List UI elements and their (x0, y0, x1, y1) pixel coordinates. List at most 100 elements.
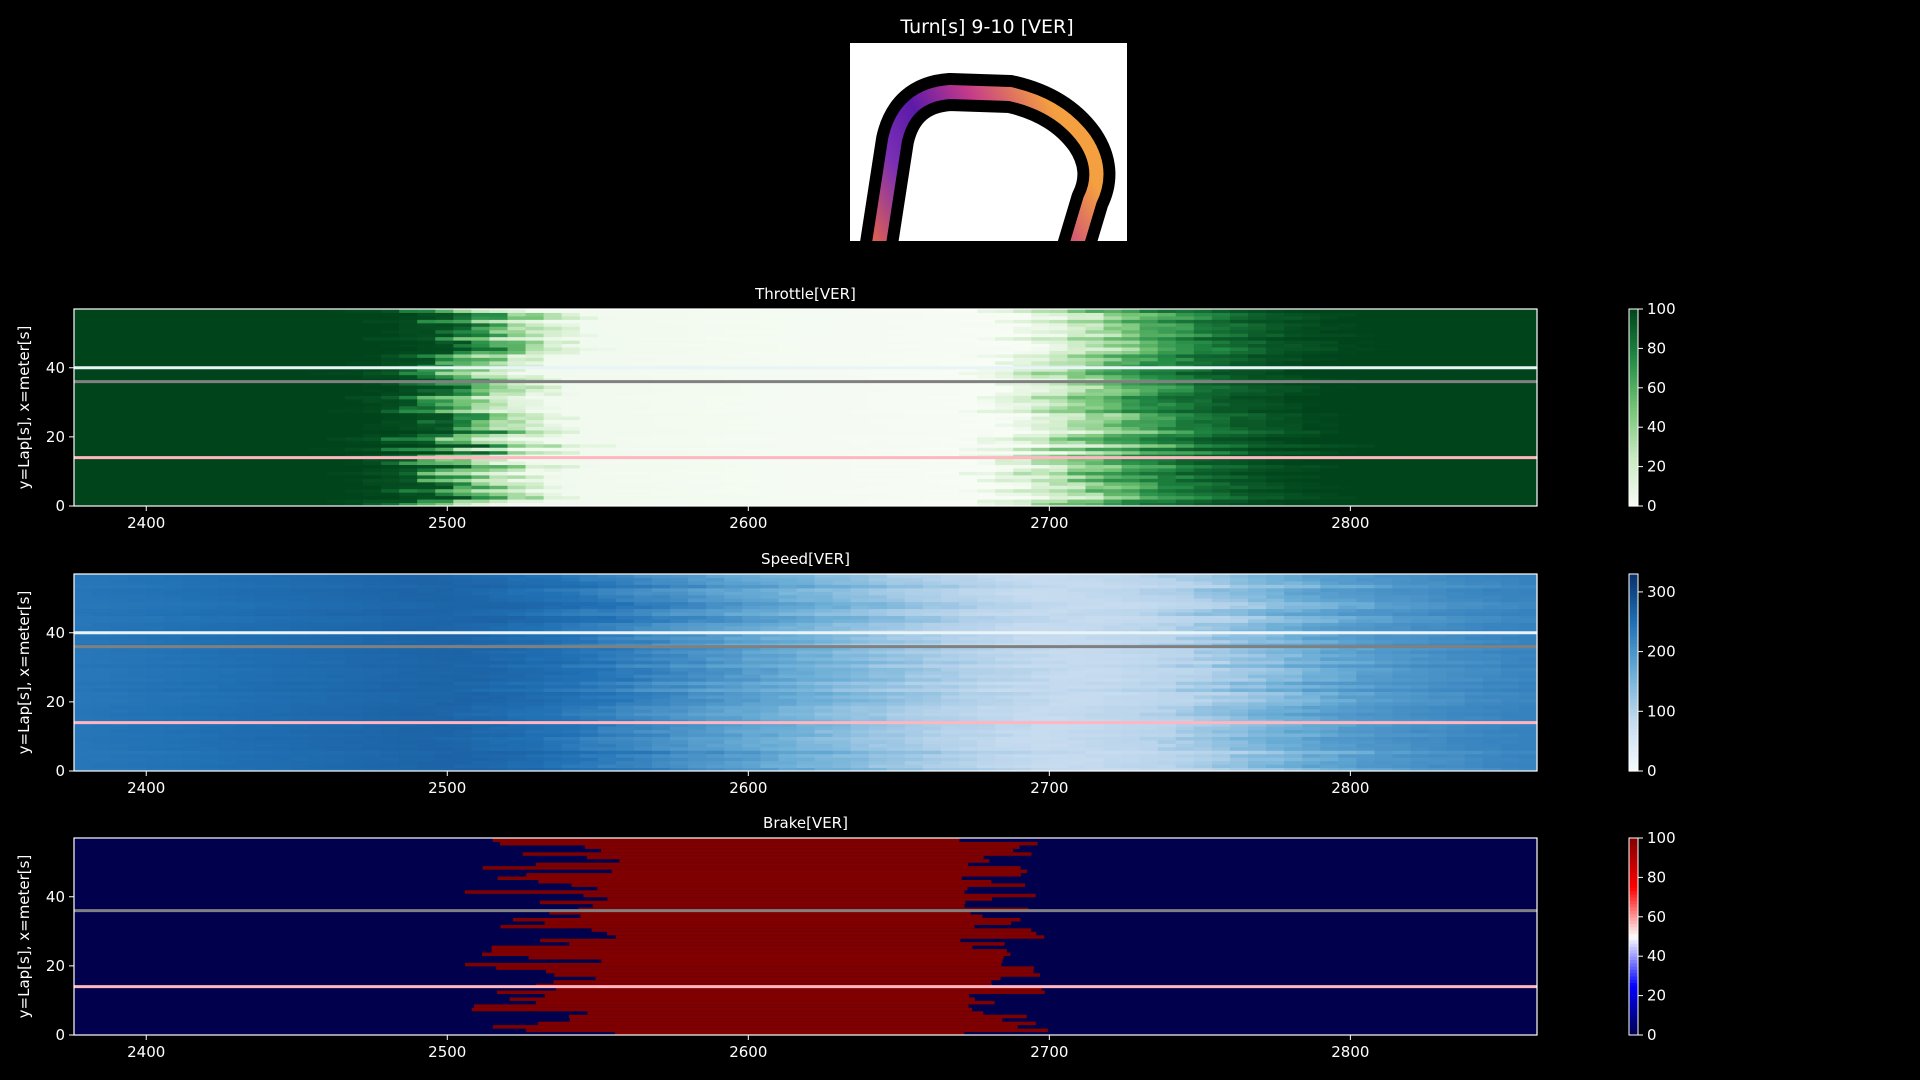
heatmap-cell (507, 443, 527, 448)
heatmap-cell (507, 457, 527, 462)
heatmap-cell (200, 395, 220, 400)
heatmap-cell (1482, 760, 1502, 765)
heatmap-cell (1482, 495, 1502, 500)
heatmap-cell (814, 391, 834, 396)
heatmap-cell (200, 426, 220, 431)
heatmap-cell (272, 757, 292, 762)
heatmap-cell (1103, 409, 1123, 414)
heatmap-cell (1446, 353, 1466, 358)
heatmap-cell (525, 385, 545, 389)
heatmap-cell (995, 499, 1014, 504)
heatmap-cell (74, 760, 93, 765)
heatmap-cell (1518, 492, 1538, 497)
heatmap-cell (1302, 481, 1321, 486)
heatmap-cell (92, 447, 111, 452)
heatmap-cell (1031, 405, 1050, 410)
heatmap-cell (1248, 436, 1267, 441)
heatmap-cell (796, 447, 816, 452)
heatmap-cell (182, 499, 202, 504)
heatmap-cell (1266, 474, 1285, 479)
heatmap-cell (1248, 450, 1267, 455)
heatmap-cell (1139, 326, 1159, 331)
heatmap-cell (236, 443, 256, 448)
heatmap-cell (995, 336, 1014, 341)
heatmap-cell (1103, 481, 1123, 486)
heatmap-cell (814, 488, 834, 493)
heatmap-cell (362, 405, 382, 410)
heatmap-cell (868, 388, 888, 393)
heatmap-cell (940, 478, 960, 483)
heatmap-cell (381, 450, 400, 455)
heatmap-cell (543, 450, 563, 455)
heatmap-cell (832, 492, 852, 497)
heatmap-cell (1446, 485, 1466, 490)
heatmap-cell (362, 447, 382, 452)
heatmap-cell (615, 474, 635, 479)
heatmap-cell (561, 495, 581, 500)
heatmap-cell (1446, 360, 1466, 365)
heatmap-cell (1013, 416, 1032, 421)
heatmap-cell (326, 419, 346, 424)
heatmap-cell (904, 492, 924, 497)
heatmap-cell (489, 319, 509, 324)
heatmap-cell (760, 350, 780, 355)
heatmap-cell (706, 381, 725, 386)
heatmap-cell (74, 343, 93, 348)
heatmap-cell (1175, 478, 1195, 483)
heatmap-cell (995, 322, 1014, 327)
heatmap-cell (959, 388, 978, 393)
heatmap-cell (381, 495, 400, 500)
heatmap-cell (218, 360, 238, 365)
heatmap-cell (146, 340, 165, 345)
heatmap-cell (254, 457, 274, 462)
heatmap-cell (796, 485, 816, 490)
heatmap-cell (344, 499, 364, 504)
heatmap-cell (471, 767, 491, 772)
heatmap-cell (453, 481, 472, 486)
heatmap-cell (326, 499, 346, 504)
heatmap-cell (543, 326, 563, 331)
heatmap-cell (1193, 467, 1213, 472)
heatmap-cell (164, 492, 183, 497)
heatmap-cell (688, 481, 707, 486)
heatmap-cell (543, 502, 563, 507)
heatmap-cell (1103, 419, 1123, 424)
heatmap-cell (92, 371, 111, 376)
heatmap-cell (1446, 478, 1466, 483)
heatmap-cell (308, 502, 328, 507)
heatmap-cell (868, 461, 888, 466)
heatmap-cell (796, 391, 816, 396)
heatmap-cell (110, 426, 129, 431)
heatmap-cell (507, 309, 527, 313)
heatmap-cell (236, 464, 256, 469)
heatmap-cell (1266, 381, 1285, 386)
heatmap-cell (778, 381, 798, 386)
heatmap-cell (272, 443, 292, 448)
heatmap-cell (670, 391, 689, 396)
heatmap-cell (344, 440, 364, 445)
heatmap-cell (200, 461, 220, 466)
heatmap-cell (1193, 423, 1213, 428)
heatmap-cell (1320, 371, 1339, 376)
heatmap-cell (308, 388, 328, 393)
heatmap-cell (525, 357, 545, 362)
heatmap-cell (1464, 447, 1484, 452)
heatmap-cell (110, 447, 129, 452)
heatmap-cell (1464, 395, 1484, 400)
heatmap-cell (1103, 412, 1123, 417)
heatmap-cell (1302, 423, 1321, 428)
heatmap-cell (814, 443, 834, 448)
heatmap-cell (814, 340, 834, 345)
heatmap-cell (507, 350, 527, 355)
heatmap-cell (435, 347, 454, 351)
heatmap-cell (1067, 474, 1087, 479)
heatmap-cell (417, 764, 436, 769)
heatmap-cell (344, 481, 364, 486)
heatmap-cell (706, 478, 725, 483)
heatmap-cell (182, 315, 202, 320)
heatmap-cell (200, 447, 220, 452)
heatmap-cell (959, 447, 978, 452)
heatmap-cell (272, 398, 292, 403)
heatmap-cell (164, 495, 183, 500)
heatmap-cell (1410, 367, 1430, 372)
